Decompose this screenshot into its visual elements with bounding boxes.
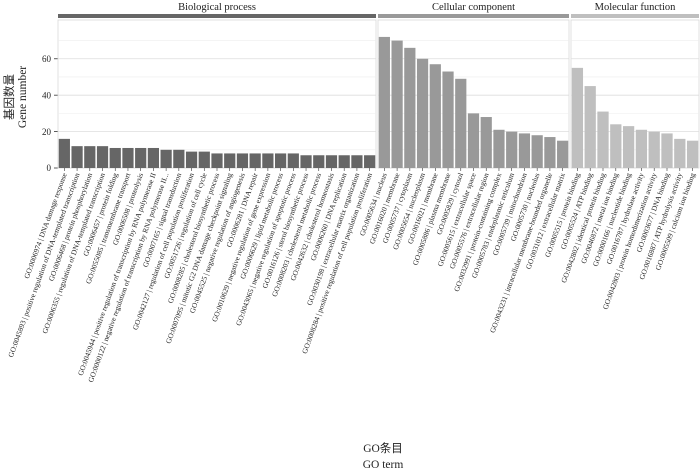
y-tick-label: 0: [47, 163, 52, 173]
bar: [635, 129, 648, 168]
bar: [571, 67, 584, 168]
bar: [622, 126, 635, 168]
facet-strip: [378, 14, 569, 18]
bar: [338, 155, 350, 168]
bar: [391, 40, 403, 168]
bar: [96, 146, 109, 168]
bar: [58, 138, 70, 168]
facet-title: Molecular function: [595, 2, 677, 13]
y-axis-title-cn: 基因数量: [2, 74, 16, 120]
facet-title: Biological process: [178, 2, 256, 13]
bar: [122, 147, 134, 168]
bar: [480, 117, 492, 168]
bar: [109, 147, 121, 168]
bar: [287, 153, 299, 168]
facet-title: Cellular component: [432, 2, 515, 13]
bar: [135, 147, 147, 168]
y-tick-label: 40: [42, 90, 52, 100]
bar: [661, 133, 673, 168]
bar: [84, 146, 96, 168]
bar: [506, 131, 518, 168]
panel-background: [57, 19, 377, 169]
y-tick-label: 60: [42, 54, 52, 64]
bar: [648, 131, 660, 168]
bar: [211, 153, 223, 168]
facet-strip: [58, 14, 376, 18]
bar: [224, 153, 236, 168]
bar: [351, 155, 363, 168]
bar: [71, 146, 83, 168]
bar: [557, 140, 569, 168]
bar: [300, 155, 312, 168]
bar: [686, 140, 699, 168]
bar: [236, 153, 249, 168]
bar: [493, 129, 505, 168]
bar: [429, 64, 441, 168]
y-tick-label: 20: [42, 127, 52, 137]
axis-titles: 基因数量 Gene number GO条目 GO term: [2, 66, 403, 471]
y-axis: 0 20 40 60: [42, 54, 58, 173]
bar: [518, 133, 531, 168]
bar: [160, 149, 172, 168]
bar: [467, 113, 480, 168]
bar: [249, 153, 261, 168]
bar: [262, 153, 274, 168]
bar: [544, 137, 556, 168]
x-axis-title-cn: GO条目: [363, 441, 403, 455]
facet-strip: [571, 14, 699, 18]
bar: [313, 155, 325, 168]
bar: [584, 86, 596, 168]
bar: [455, 78, 467, 168]
bar: [442, 71, 454, 168]
bar: [198, 151, 210, 168]
bar: [597, 111, 609, 168]
bar: [364, 155, 376, 168]
x-axis-title-en: GO term: [363, 459, 404, 471]
bar: [147, 147, 159, 168]
bar: [275, 153, 287, 168]
bar: [325, 155, 338, 168]
bar: [674, 138, 686, 168]
bar: [173, 149, 185, 168]
bar: [404, 47, 416, 168]
y-axis-title-en: Gene number: [17, 66, 29, 128]
bar: [610, 124, 622, 168]
bar: [378, 36, 390, 168]
bar: [531, 135, 543, 168]
bar: [416, 58, 429, 169]
bar: [185, 151, 198, 168]
